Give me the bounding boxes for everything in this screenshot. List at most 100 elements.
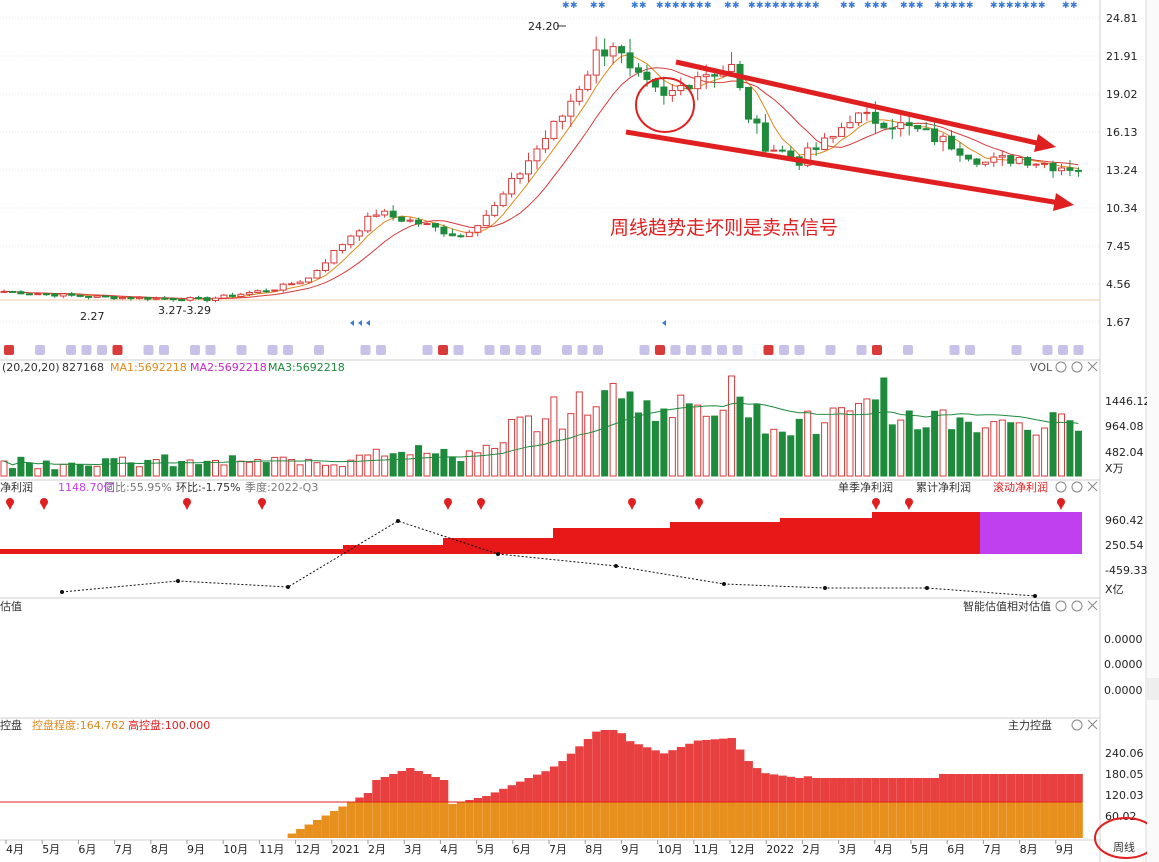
signal-star: ✱ <box>796 1 804 11</box>
event-icon[interactable] <box>1058 345 1068 355</box>
event-icon[interactable] <box>779 345 789 355</box>
gear-icon[interactable] <box>1055 361 1067 373</box>
candle-up <box>0 290 8 293</box>
event-icon[interactable] <box>531 345 541 355</box>
tab-rolling-profit[interactable]: 滚动净利润 <box>993 480 1048 494</box>
profit-growth-point <box>60 590 64 594</box>
control-tick-2: 180.05 <box>1105 768 1144 781</box>
tab-single-quarter-profit[interactable]: 单季净利润 <box>838 480 893 494</box>
event-icon[interactable] <box>1011 345 1022 355</box>
event-icon[interactable] <box>283 345 293 355</box>
event-icon[interactable] <box>500 345 510 355</box>
volume-bar <box>736 396 744 477</box>
event-icon[interactable] <box>360 345 371 355</box>
period-weekly-button[interactable]: 周线 <box>1113 840 1135 854</box>
control-bar-base <box>507 802 516 838</box>
high-price-label: 24.20 <box>528 20 560 33</box>
event-icon[interactable] <box>825 345 836 355</box>
event-icon[interactable] <box>593 345 603 355</box>
profit-panel-icons[interactable] <box>1055 481 1098 493</box>
event-icon[interactable] <box>143 345 154 355</box>
event-icon[interactable] <box>1073 345 1084 355</box>
event-icon[interactable] <box>159 345 169 355</box>
event-icon[interactable] <box>763 345 774 355</box>
event-icon[interactable] <box>655 345 665 355</box>
event-icon[interactable] <box>190 345 200 355</box>
event-icon[interactable] <box>717 345 727 355</box>
control-bar-high <box>795 778 804 802</box>
control-bar-base <box>752 802 762 838</box>
low-price-label: 2.27 <box>80 310 105 323</box>
event-icon[interactable] <box>236 345 247 355</box>
control-bar-high <box>829 778 838 802</box>
candle-up <box>482 214 490 227</box>
event-icon[interactable] <box>701 345 712 355</box>
close-icon[interactable] <box>1087 719 1098 730</box>
control-bar-high <box>372 780 381 802</box>
event-icon[interactable] <box>35 345 45 355</box>
help-icon[interactable] <box>1071 719 1083 731</box>
signal-star: ✱ <box>950 1 958 11</box>
event-icon[interactable] <box>438 345 448 355</box>
event-icon[interactable] <box>314 345 324 355</box>
event-icon[interactable] <box>949 345 960 355</box>
control-bar-high <box>532 774 542 802</box>
time-axis-label: 5月 <box>911 843 929 856</box>
event-icon[interactable] <box>1042 345 1053 355</box>
gear-icon[interactable] <box>1055 600 1067 612</box>
volume-bar <box>305 458 313 477</box>
candle-up <box>668 90 676 96</box>
event-icon[interactable] <box>856 345 867 355</box>
volume-bar <box>1015 422 1023 477</box>
candle-up <box>186 297 194 301</box>
volume-ma-path <box>3 402 1079 466</box>
control-bar-high <box>397 771 407 802</box>
profit-step <box>872 512 980 554</box>
event-icon[interactable] <box>872 345 882 355</box>
event-icon[interactable] <box>639 345 650 355</box>
event-icon[interactable] <box>965 345 975 355</box>
volume-bar <box>753 403 761 477</box>
event-icon[interactable] <box>903 345 913 355</box>
control-bar-high <box>955 774 965 802</box>
event-icon[interactable] <box>97 345 107 355</box>
event-icon[interactable] <box>453 345 464 355</box>
event-icon[interactable] <box>577 345 588 355</box>
volume-bar <box>347 459 355 477</box>
gear-icon[interactable] <box>1055 481 1067 493</box>
event-icon[interactable] <box>66 345 76 355</box>
event-icon[interactable] <box>4 345 14 355</box>
help-icon[interactable] <box>1071 361 1083 373</box>
volume-panel-icons[interactable] <box>1055 361 1098 373</box>
event-icon[interactable] <box>81 345 92 355</box>
signal-star: ✱ <box>562 1 570 11</box>
event-icon[interactable] <box>686 345 696 355</box>
control-bar-base <box>955 802 965 838</box>
event-icon[interactable] <box>670 345 681 355</box>
volume-tick-3: 482.04 <box>1105 446 1144 459</box>
candle-down <box>68 293 76 296</box>
close-icon[interactable] <box>1087 361 1098 372</box>
event-icon[interactable] <box>267 345 278 355</box>
event-icon[interactable] <box>484 345 495 355</box>
event-icon[interactable] <box>422 345 433 355</box>
volume-bar <box>85 465 93 477</box>
control-bar-base <box>947 802 956 838</box>
help-icon[interactable] <box>1071 600 1083 612</box>
close-icon[interactable] <box>1087 481 1098 492</box>
close-icon[interactable] <box>1087 600 1098 611</box>
help-icon[interactable] <box>1071 481 1083 493</box>
event-icon[interactable] <box>205 345 216 355</box>
event-icon[interactable] <box>794 345 805 355</box>
event-icon[interactable] <box>732 345 743 355</box>
event-icon[interactable] <box>562 345 572 355</box>
event-icon[interactable] <box>515 345 526 355</box>
control-panel-icons[interactable] <box>1071 719 1098 731</box>
event-icon[interactable] <box>112 345 123 355</box>
control-bar-base <box>566 802 576 838</box>
tab-cumulative-profit[interactable]: 累计净利润 <box>916 480 971 494</box>
event-icon[interactable] <box>376 345 386 355</box>
control-bar-high <box>1065 774 1075 802</box>
valuation-panel-icons[interactable] <box>1055 600 1098 612</box>
signal-star: ✱ <box>872 1 880 11</box>
